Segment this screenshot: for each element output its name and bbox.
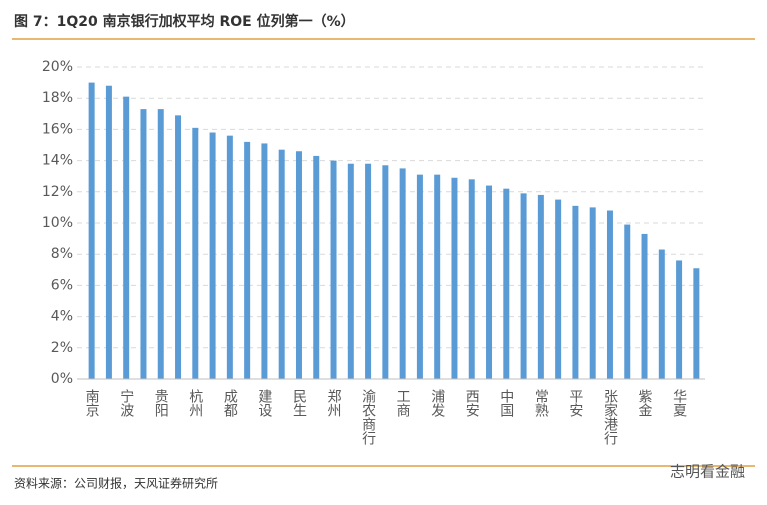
- x-tick-label: 常熟: [533, 389, 549, 417]
- x-tick-label: 华夏: [671, 389, 687, 417]
- bar: [606, 210, 613, 379]
- bar: [313, 155, 320, 379]
- watermark: 志明看金融: [670, 463, 745, 481]
- x-tick-label: 南京: [84, 389, 100, 417]
- y-tick-label: 2%: [51, 340, 73, 356]
- bar: [693, 268, 700, 379]
- bar: [295, 151, 302, 379]
- x-tick-label: 渝农商行: [360, 389, 376, 446]
- bar: [192, 127, 199, 379]
- x-tick-label: 建设: [256, 389, 272, 417]
- y-tick-label: 0%: [51, 371, 73, 387]
- bar: [451, 177, 458, 379]
- bar: [105, 85, 112, 379]
- bar: [641, 233, 648, 379]
- bar: [486, 185, 493, 379]
- bar: [382, 165, 389, 379]
- x-tick-label: 杭州: [187, 389, 203, 417]
- bar: [330, 160, 337, 379]
- source-note: 资料来源：公司财报，天风证券研究所: [14, 476, 218, 491]
- x-tick-label: 紫金: [637, 389, 653, 417]
- bar: [537, 194, 544, 379]
- y-tick-label: 14%: [42, 153, 73, 169]
- bar: [416, 174, 423, 379]
- y-tick-label: 16%: [42, 121, 73, 137]
- x-tick-label: 成都: [222, 389, 238, 417]
- x-tick-label: 工商: [395, 389, 411, 417]
- bar: [399, 168, 406, 379]
- bar: [347, 163, 354, 379]
- bar: [555, 199, 562, 379]
- x-tick-label: 郑州: [326, 389, 342, 417]
- y-tick-label: 6%: [51, 277, 73, 293]
- x-tick-label: 张家港行: [602, 389, 618, 446]
- bar: [589, 207, 596, 379]
- bar: [123, 96, 130, 379]
- bar: [624, 224, 631, 379]
- bar: [175, 115, 182, 380]
- x-tick-label: 贵阳: [153, 389, 169, 417]
- bar: [676, 260, 683, 379]
- bar: [520, 193, 527, 379]
- x-tick-label: 中国: [498, 389, 514, 417]
- x-tick-label: 平安: [567, 389, 583, 417]
- x-tick-label: 西安: [464, 389, 480, 417]
- y-tick-label: 12%: [42, 184, 73, 200]
- bar: [88, 82, 95, 379]
- y-tick-label: 18%: [42, 90, 73, 106]
- bar: [209, 132, 216, 379]
- chart-title: 图 7：1Q20 南京银行加权平均 ROE 位列第一（%）: [14, 13, 355, 30]
- bar: [244, 141, 251, 379]
- bar: [157, 109, 164, 380]
- bar: [140, 109, 147, 380]
- bar: [658, 249, 665, 379]
- x-tick-label: 浦发: [429, 389, 445, 417]
- y-tick-label: 4%: [51, 309, 73, 325]
- bar: [365, 163, 372, 379]
- bar: [572, 205, 579, 379]
- bar: [261, 143, 268, 379]
- bar: [503, 188, 510, 379]
- bar: [434, 174, 441, 379]
- y-tick-label: 10%: [42, 215, 73, 231]
- y-tick-label: 8%: [51, 246, 73, 262]
- y-tick-label: 20%: [42, 59, 73, 75]
- bar: [468, 179, 475, 379]
- x-tick-label: 宁波: [118, 388, 134, 417]
- bar: [278, 149, 285, 379]
- x-tick-label: 民生: [291, 389, 307, 417]
- bar: [226, 135, 233, 379]
